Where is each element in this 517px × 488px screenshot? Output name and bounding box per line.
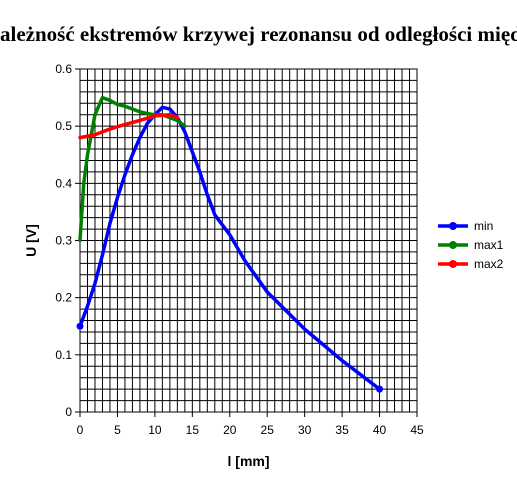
x-tick-label: 45 [410,423,424,437]
y-tick-label: 0 [65,405,72,419]
legend-marker-min [449,222,457,230]
y-tick-label: 0.2 [55,291,72,305]
x-tick-label: 5 [114,423,121,437]
y-tick-label: 0.5 [55,119,72,133]
legend-label-max2: max2 [474,257,504,271]
series-marker-min [76,322,84,330]
legend-label-max1: max1 [474,238,504,252]
legend-marker-max1 [449,241,457,249]
y-tick-label: 0.3 [55,234,72,248]
series-marker-min [376,385,384,393]
y-tick-label: 0.4 [55,176,72,190]
x-tick-label: 15 [186,423,200,437]
chart-title: Zależność ekstremów krzywej rezonansu od… [0,22,517,46]
series-line-max2 [78,112,180,140]
x-tick-label: 25 [261,423,275,437]
legend-marker-max2 [449,260,457,268]
series-line-min [78,105,382,391]
x-tick-label: 0 [77,423,84,437]
y-tick-label: 0.1 [55,348,72,362]
legend-label-min: min [474,219,493,233]
x-tick-label: 10 [148,423,162,437]
x-tick-label: 30 [298,423,312,437]
y-tick-label: 0.6 [55,62,72,76]
x-tick-label: 40 [373,423,387,437]
x-axis-title: l [mm] [228,453,270,469]
x-tick-label: 20 [223,423,237,437]
x-tick-label: 35 [335,423,349,437]
y-axis-title: U [V] [23,224,39,257]
